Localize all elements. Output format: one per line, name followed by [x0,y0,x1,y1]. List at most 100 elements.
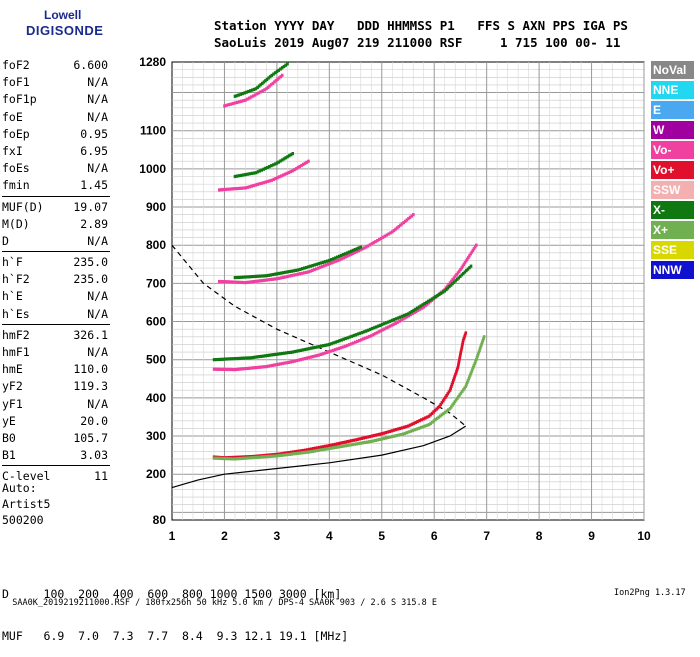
echo-point [328,446,331,451]
echo-point [249,356,253,360]
echo-point [277,362,280,366]
echo-point [390,323,394,327]
echo-point [448,281,452,285]
y-tick-label: 400 [146,391,166,405]
param-name: M(D) [2,216,30,231]
echo-point [462,271,465,276]
param-row: h`Es N/A [2,306,110,323]
echo-point [362,436,365,440]
echo-point [297,349,301,353]
echo-point [456,365,460,369]
echo-point [465,382,468,387]
echo-point [460,273,464,277]
echo-point [460,345,464,349]
echo-point [317,266,320,270]
echo-point [289,450,293,454]
echo-point [334,442,337,446]
echo-point [290,269,293,273]
echo-point [319,448,323,452]
echo-point [364,245,368,249]
echo-point [279,67,282,71]
echo-point [368,334,371,339]
y-tick-label: 300 [146,429,166,443]
echo-point [284,275,287,279]
echo-point [221,456,224,461]
echo-point [469,252,472,256]
echo-point [403,316,407,320]
echo-point [275,69,279,74]
echo-point [452,280,456,284]
echo-point [287,154,291,158]
echo-point [290,274,293,278]
echo-point [270,164,273,168]
echo-point [329,349,333,353]
echo-point [432,296,436,300]
echo-point [284,453,287,457]
echo-point [298,164,301,169]
muf-table-distance-row: D 100 200 400 600 800 1000 1500 3000 [km… [2,587,342,601]
echo-point [346,336,350,340]
echo-point [432,410,435,414]
echo-point [457,359,461,363]
echo-point [378,437,382,441]
echo-point [392,428,396,432]
echo-point [364,435,367,440]
echo-point [270,178,273,182]
echo-point [244,275,247,279]
echo-point [285,361,288,365]
echo-point [264,79,267,83]
echo-point [239,92,243,96]
y-tick-label: 800 [146,238,166,252]
echo-point [466,381,469,385]
echo-point [450,382,454,387]
echo-point [253,93,257,97]
echo-point [395,226,399,230]
echo-point [259,90,263,94]
echo-point [419,304,423,308]
echo-point [279,276,283,280]
echo-point [472,365,475,369]
echo-point [311,346,315,350]
echo-point [245,356,248,360]
echo-point [419,425,423,430]
echo-point [377,330,381,334]
echo-point [398,426,402,431]
echo-point [457,276,460,280]
echo-point [289,153,293,157]
echo-point [380,437,384,441]
echo-point [303,357,307,361]
echo-point [265,77,269,81]
echo-point [260,354,263,358]
echo-point [343,252,347,256]
echo-point [429,421,432,425]
echo-point [238,356,242,360]
echo-point [425,300,428,304]
param-value: N/A [87,396,108,411]
echo-point [276,176,279,180]
echo-point [474,360,477,364]
echo-point [390,318,394,322]
legend-item: SSE [651,241,694,259]
x-tick-label: 7 [483,529,490,543]
echo-point [456,396,459,400]
echo-point [264,354,267,358]
echo-point [336,258,340,263]
echo-point [225,367,228,372]
echo-point [290,452,293,456]
echo-point [452,377,456,381]
echo-point [275,363,278,367]
echo-point [450,279,453,283]
echo-point [434,418,437,422]
echo-point [319,261,323,265]
echo-point [280,351,284,356]
echo-point [248,172,251,176]
echo-point [235,457,239,461]
echo-point [273,272,277,276]
echo-point [411,428,415,433]
echo-point [316,446,319,450]
echo-point [319,352,323,356]
echo-point [411,312,414,316]
param-row: hmF2 326.1 [2,327,110,344]
echo-point [408,423,412,427]
echo-point [282,271,285,275]
